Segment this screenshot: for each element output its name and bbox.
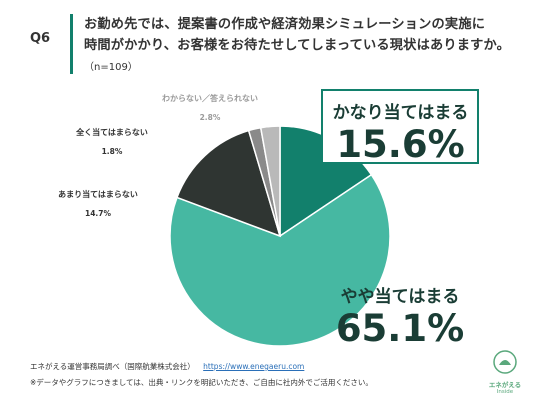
logo-icon — [493, 350, 517, 374]
usage-note: ※データやグラフにつきましては、出典・リンクを明記いただき、ご自由に社内外でご活… — [30, 378, 373, 387]
source-link[interactable]: https://www.enegaeru.com — [203, 362, 305, 371]
pie-slice-2 — [176, 129, 282, 238]
callout-slice-0: かなり当てはまる 15.6% — [321, 98, 480, 165]
label-name-2: あまり当てはまらない — [58, 190, 138, 199]
callout-value-0: 15.6% — [336, 123, 465, 166]
callout-slice-1: やや当てはまる 65.1% — [300, 282, 500, 349]
label-value-3: 1.8% — [101, 147, 123, 156]
sample-size: （n=109） — [84, 62, 138, 73]
callout-value-1: 65.1% — [335, 307, 465, 350]
source-text: エネがえる運営事務局調べ（国際航業株式会社） — [30, 362, 195, 371]
label-slice-3: 全く当てはまらない 1.8% — [52, 127, 172, 156]
label-name-4: わからない／答えられない — [162, 94, 258, 103]
logo-subtext: Inside — [496, 389, 514, 395]
enegaeru-logo: エネがえる Inside — [485, 350, 525, 395]
pie-slice-1 — [169, 173, 391, 347]
label-name-3: 全く当てはまらない — [76, 128, 148, 137]
logo-text: エネがえる — [488, 381, 522, 389]
question-number: Q6 — [30, 31, 51, 46]
label-value-2: 14.7% — [84, 209, 112, 218]
question-line-2: 時間がかかり、お客様をお待たせしてしまっている現状はありますか。 — [84, 38, 511, 53]
callout-label-1: やや当てはまる — [340, 287, 460, 307]
pie-slice-4 — [259, 125, 281, 237]
label-value-4: 2.8% — [199, 113, 221, 122]
pie-slices — [169, 125, 391, 347]
question-line-1: お勤め先では、提案書の作成や経済効果シミュレーションの実施に — [84, 17, 486, 32]
source-line: エネがえる運営事務局調べ（国際航業株式会社） https://www.enega… — [30, 361, 304, 372]
label-slice-4: わからない／答えられない 2.8% — [140, 93, 280, 122]
highlight-box — [321, 89, 479, 164]
question-text: お勤め先では、提案書の作成や経済効果シミュレーションの実施に 時間がかかり、お客… — [84, 14, 524, 56]
callout-label-0: かなり当てはまる — [332, 103, 469, 123]
question-divider — [70, 14, 73, 74]
label-slice-2: あまり当てはまらない 14.7% — [38, 189, 158, 218]
